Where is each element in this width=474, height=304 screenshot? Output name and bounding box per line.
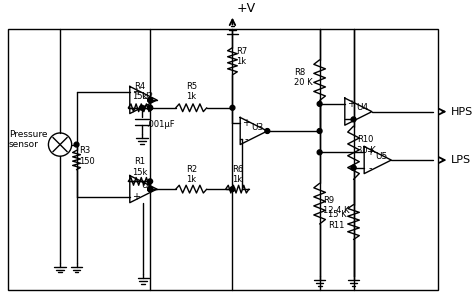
- Circle shape: [148, 187, 153, 192]
- Circle shape: [148, 187, 153, 192]
- Text: -: -: [368, 163, 372, 173]
- Text: Pressure
sensor: Pressure sensor: [9, 130, 47, 150]
- Text: U5: U5: [375, 152, 388, 161]
- Circle shape: [139, 105, 144, 110]
- Circle shape: [74, 142, 79, 147]
- Text: +V: +V: [237, 2, 255, 15]
- Text: R1
15k: R1 15k: [132, 157, 147, 177]
- Text: +: +: [132, 87, 140, 97]
- Circle shape: [148, 105, 153, 110]
- Text: +: +: [132, 192, 140, 202]
- Text: U4: U4: [356, 103, 368, 112]
- Text: 15 K
R11: 15 K R11: [328, 210, 347, 230]
- Text: R5
1k: R5 1k: [186, 81, 197, 101]
- Text: -: -: [349, 114, 352, 124]
- Text: LPS: LPS: [451, 155, 472, 165]
- Text: R4
15k: R4 15k: [132, 81, 147, 101]
- Text: R7
1k: R7 1k: [237, 47, 247, 66]
- Text: .001μF: .001μF: [146, 120, 174, 129]
- Circle shape: [265, 129, 270, 133]
- Circle shape: [148, 105, 153, 110]
- Text: +: +: [346, 99, 355, 109]
- Text: -: -: [244, 134, 248, 144]
- Circle shape: [148, 187, 153, 192]
- Text: HPS: HPS: [451, 107, 474, 117]
- Text: R10
30 K: R10 30 K: [357, 135, 376, 155]
- Circle shape: [317, 102, 322, 106]
- Circle shape: [351, 117, 356, 122]
- Text: +: +: [242, 118, 250, 128]
- Text: R9
12.4 K: R9 12.4 K: [323, 196, 350, 215]
- Text: R6
1k: R6 1k: [232, 165, 243, 184]
- Text: +: +: [366, 147, 374, 157]
- Text: R2
1k: R2 1k: [186, 165, 197, 184]
- Text: R8
20 K: R8 20 K: [294, 67, 313, 87]
- Text: U1: U1: [141, 181, 154, 190]
- Circle shape: [230, 105, 235, 110]
- Text: U3: U3: [252, 123, 264, 132]
- Text: -: -: [134, 176, 137, 186]
- Circle shape: [148, 98, 153, 102]
- Circle shape: [351, 165, 356, 170]
- Circle shape: [148, 98, 153, 102]
- Circle shape: [230, 187, 235, 192]
- Bar: [8, 29, 438, 290]
- Circle shape: [351, 165, 356, 170]
- Text: -: -: [134, 103, 137, 113]
- Circle shape: [148, 179, 153, 184]
- Text: R3
150: R3 150: [80, 147, 95, 166]
- Text: U2: U2: [141, 92, 153, 101]
- Circle shape: [317, 150, 322, 155]
- Circle shape: [317, 129, 322, 133]
